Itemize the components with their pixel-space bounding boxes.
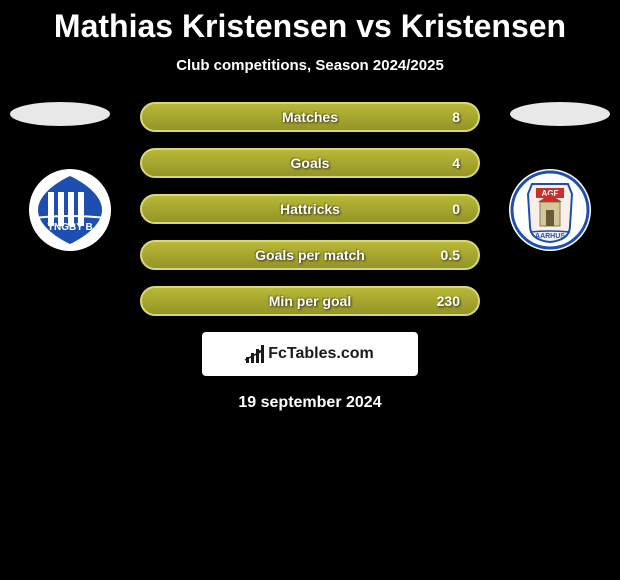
stat-label: Goals per match (255, 247, 365, 263)
chart-bars-icon (246, 345, 264, 363)
stat-right-value: 4 (430, 155, 460, 171)
stat-row: Min per goal 230 (140, 286, 480, 316)
page-title: Mathias Kristensen vs Kristensen (0, 0, 620, 45)
stat-label: Hattricks (280, 201, 340, 217)
player-avatar-left (10, 102, 110, 126)
branding-box: FcTables.com (202, 332, 418, 376)
player-avatar-right (510, 102, 610, 126)
branding-text: FcTables.com (268, 345, 374, 363)
team-badge-left: YNGBY B (20, 168, 120, 252)
lyngby-badge-icon: YNGBY B (20, 168, 120, 252)
comparison-container: YNGBY B AGF AARHUS Matches 8 Goals 4 (0, 102, 620, 316)
stat-right-value: 8 (430, 109, 460, 125)
stat-label: Matches (282, 109, 338, 125)
stat-row: Goals 4 (140, 148, 480, 178)
date-text: 19 september 2024 (0, 394, 620, 412)
team-badge-right: AGF AARHUS (500, 168, 600, 252)
stat-label: Goals (291, 155, 330, 171)
stat-right-value: 0.5 (430, 247, 460, 263)
subtitle: Club competitions, Season 2024/2025 (0, 57, 620, 74)
stat-rows: Matches 8 Goals 4 Hattricks 0 Goals per … (140, 102, 480, 316)
stat-row: Matches 8 (140, 102, 480, 132)
stat-row: Goals per match 0.5 (140, 240, 480, 270)
agf-badge-icon: AGF AARHUS (500, 168, 600, 252)
svg-text:AARHUS: AARHUS (535, 233, 565, 240)
stat-right-value: 230 (430, 293, 460, 309)
stat-row: Hattricks 0 (140, 194, 480, 224)
svg-text:YNGBY B: YNGBY B (47, 222, 92, 233)
stat-label: Min per goal (269, 293, 351, 309)
stat-right-value: 0 (430, 201, 460, 217)
